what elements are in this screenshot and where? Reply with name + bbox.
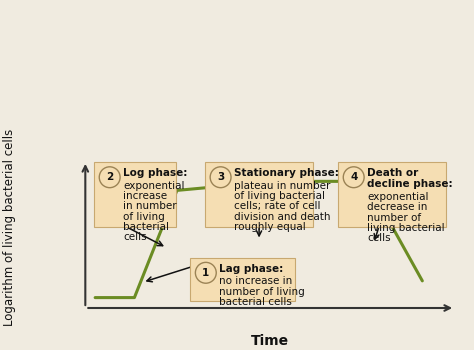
Text: 2: 2: [106, 172, 113, 182]
Text: of living: of living: [123, 212, 164, 222]
Text: bacterial cells: bacterial cells: [219, 297, 292, 307]
Text: division and death: division and death: [234, 212, 330, 222]
Text: Time: Time: [251, 335, 289, 349]
Text: in number: in number: [123, 201, 177, 211]
Text: 3: 3: [217, 172, 224, 182]
Text: decline phase:: decline phase:: [367, 179, 453, 189]
Text: number of: number of: [367, 212, 421, 223]
Text: Log phase:: Log phase:: [123, 168, 187, 178]
Text: 4: 4: [350, 172, 357, 182]
Text: Lag phase:: Lag phase:: [219, 264, 283, 274]
Text: exponential: exponential: [123, 181, 184, 191]
Text: increase: increase: [123, 191, 167, 201]
Text: Logarithm of living bacterial cells: Logarithm of living bacterial cells: [3, 129, 16, 326]
Text: cells: cells: [123, 232, 146, 242]
Text: Stationary phase:: Stationary phase:: [234, 168, 339, 178]
Text: Death or: Death or: [367, 168, 418, 178]
Text: number of living: number of living: [219, 287, 305, 296]
Text: exponential: exponential: [367, 192, 428, 202]
Text: living bacterial: living bacterial: [367, 223, 445, 233]
Text: bacterial: bacterial: [123, 222, 169, 232]
Text: of living bacterial: of living bacterial: [234, 191, 325, 201]
Text: no increase in: no increase in: [219, 276, 292, 286]
Text: cells; rate of cell: cells; rate of cell: [234, 201, 320, 211]
Text: decrease in: decrease in: [367, 202, 428, 212]
Text: roughly equal: roughly equal: [234, 222, 306, 232]
Text: plateau in number: plateau in number: [234, 181, 330, 191]
Text: 1: 1: [202, 268, 210, 278]
Text: cells: cells: [367, 233, 391, 243]
